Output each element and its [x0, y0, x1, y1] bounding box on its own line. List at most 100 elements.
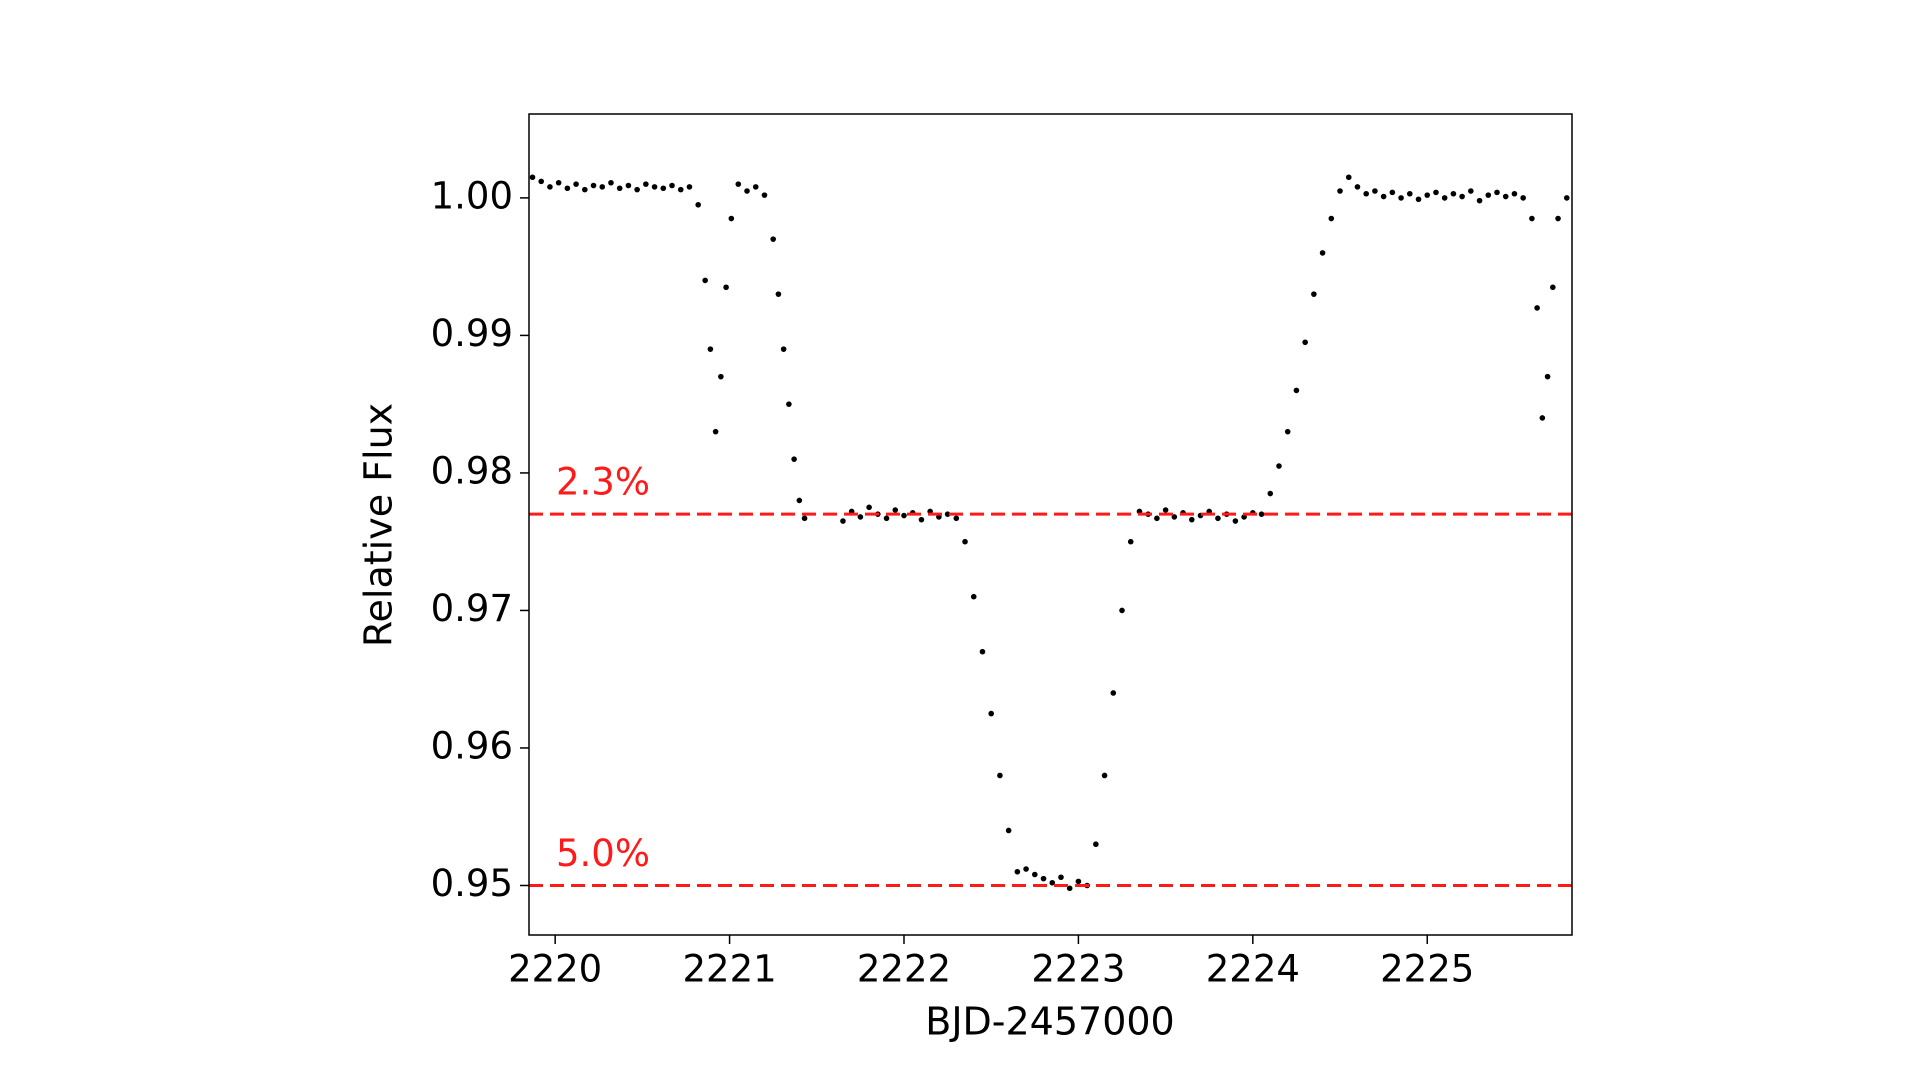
data-point	[752, 184, 759, 190]
data-point	[1380, 193, 1387, 200]
data-point	[660, 185, 667, 192]
data-point	[735, 181, 742, 187]
data-point	[529, 174, 536, 181]
x-tick-label: 2223	[1031, 948, 1125, 991]
data-point	[1494, 189, 1500, 196]
reference-label: 5.0%	[556, 832, 650, 875]
data-point	[1154, 515, 1160, 522]
data-point	[1049, 879, 1056, 886]
data-point	[608, 179, 614, 186]
data-point	[1502, 193, 1509, 200]
data-point	[1555, 215, 1561, 222]
data-point	[840, 518, 846, 524]
data-point	[718, 373, 724, 380]
data-point	[1110, 690, 1117, 696]
y-tick-label: 0.96	[431, 724, 513, 767]
data-point	[702, 277, 708, 284]
data-point	[728, 215, 735, 222]
y-tick-label: 1.00	[431, 174, 513, 217]
data-point	[1485, 192, 1492, 198]
data-point	[1293, 387, 1300, 394]
data-point	[1188, 516, 1195, 523]
data-point	[962, 538, 968, 545]
data-point	[997, 772, 1003, 779]
data-point	[1563, 195, 1570, 201]
data-point	[1441, 195, 1448, 201]
data-point	[786, 401, 792, 407]
data-point	[1267, 490, 1274, 497]
data-point	[1511, 190, 1518, 197]
data-point	[573, 181, 579, 187]
data-point	[651, 184, 658, 190]
data-point	[1534, 305, 1540, 311]
reference-label: 2.3%	[556, 461, 650, 504]
data-point	[1232, 518, 1239, 524]
data-point	[1398, 195, 1404, 201]
x-tick-label: 2225	[1380, 948, 1474, 991]
data-point	[1450, 190, 1457, 197]
data-point	[1389, 189, 1396, 196]
data-point	[801, 515, 808, 522]
data-point	[1075, 878, 1082, 885]
data-point	[1032, 871, 1038, 878]
data-point	[866, 504, 872, 511]
data-point	[944, 511, 951, 517]
data-point	[1433, 189, 1439, 196]
data-point	[538, 178, 545, 185]
data-point	[643, 181, 649, 187]
data-point	[723, 284, 729, 291]
data-point	[1284, 428, 1291, 435]
data-point	[1415, 196, 1422, 203]
data-point	[712, 428, 719, 435]
data-point	[1127, 538, 1134, 545]
data-point	[1276, 463, 1282, 469]
data-point	[1328, 215, 1335, 222]
data-point	[1162, 507, 1169, 513]
data-point	[547, 184, 553, 190]
data-point	[780, 346, 787, 352]
data-point	[1354, 184, 1361, 190]
data-point	[1005, 827, 1012, 834]
data-point	[564, 185, 571, 192]
data-point	[1345, 174, 1352, 181]
data-point	[1040, 875, 1047, 882]
data-point	[1539, 415, 1546, 421]
data-point	[1406, 190, 1413, 197]
data-point	[707, 346, 714, 352]
data-point	[1459, 193, 1465, 200]
x-tick-label: 2224	[1206, 948, 1300, 991]
data-point	[1520, 195, 1526, 201]
y-axis-label: Relative Flux	[357, 403, 401, 647]
data-point	[761, 192, 768, 198]
data-point	[1468, 188, 1474, 194]
data-point	[1424, 192, 1431, 198]
data-point	[590, 182, 597, 189]
data-point	[1529, 215, 1535, 222]
data-point	[1093, 841, 1099, 848]
x-tick-label: 2222	[857, 948, 951, 991]
data-point	[1476, 197, 1483, 204]
data-point	[918, 516, 925, 523]
data-point	[669, 182, 675, 189]
data-point	[1014, 868, 1021, 875]
data-point	[1319, 250, 1326, 256]
data-point	[677, 186, 684, 193]
y-tick-label: 0.99	[431, 312, 513, 355]
data-point	[616, 185, 623, 192]
data-point	[1101, 772, 1108, 779]
data-point	[901, 512, 907, 519]
data-point	[625, 182, 632, 189]
data-point	[686, 184, 693, 190]
data-point	[555, 179, 562, 186]
data-point	[979, 648, 986, 655]
data-point	[770, 236, 776, 242]
data-point	[744, 188, 750, 194]
data-point	[1363, 190, 1369, 197]
data-point	[1544, 373, 1551, 380]
data-point	[1066, 885, 1073, 892]
data-point	[1215, 515, 1221, 522]
data-point	[695, 201, 701, 208]
data-point	[582, 186, 588, 193]
data-point	[1302, 339, 1308, 346]
